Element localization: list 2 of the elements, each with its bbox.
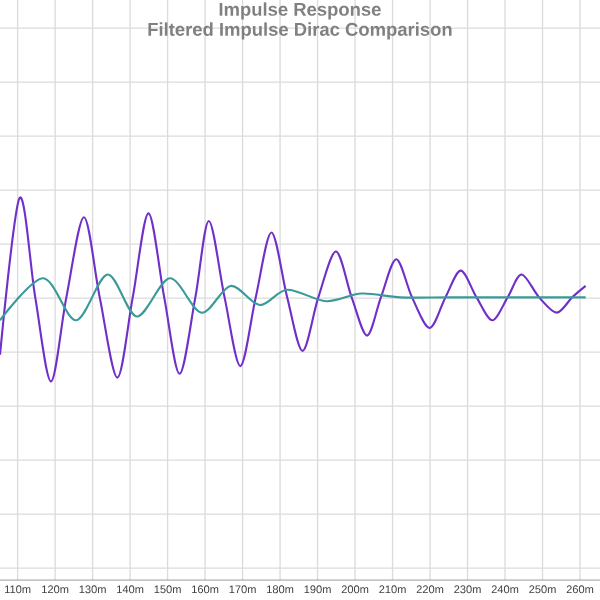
- chart-subtitle: Filtered Impulse Dirac Comparison: [148, 22, 452, 40]
- chart-title: Impulse Response: [219, 2, 381, 20]
